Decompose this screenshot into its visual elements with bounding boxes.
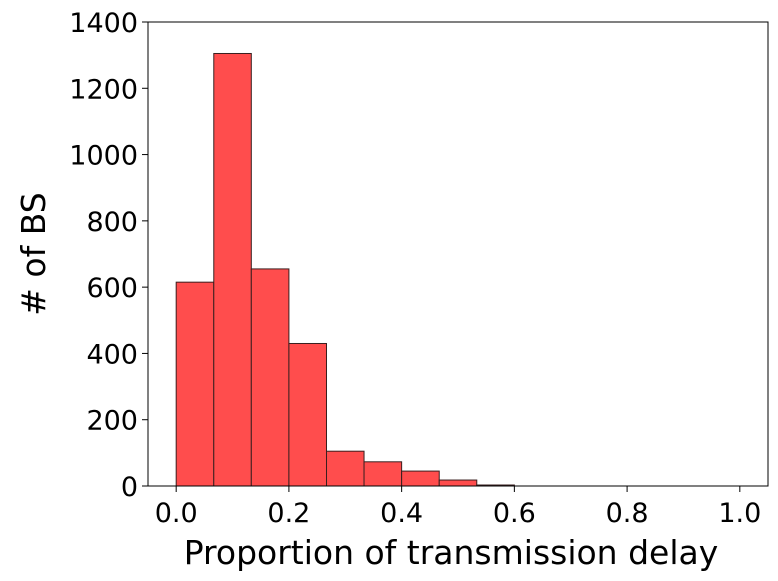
- histogram-bar-2: [250, 268, 290, 487]
- y-tick-label-4: 800: [86, 207, 138, 238]
- histogram-bar-0: [175, 281, 215, 487]
- histogram-bar-3: [288, 342, 328, 487]
- histogram-bar-5: [363, 461, 403, 487]
- histogram-bar-4: [326, 450, 365, 487]
- plot-frame: [147, 21, 769, 487]
- y-tick-label-2: 400: [86, 339, 138, 370]
- x-tick-label-5: 1.0: [718, 498, 761, 529]
- y-tick-label-5: 1000: [69, 141, 138, 172]
- y-tick-label-0: 0: [121, 472, 138, 503]
- y-axis-ticks: 0 200 400 600 800 1000 1200 1400: [69, 8, 148, 503]
- x-tick-label-0: 0.0: [155, 498, 198, 529]
- x-axis-label: Proportion of transmission delay: [184, 533, 719, 572]
- x-tick-label-3: 0.6: [493, 498, 536, 529]
- y-axis-label: # of BS: [14, 192, 53, 315]
- histogram-bar-6: [401, 470, 440, 487]
- y-tick-label-1: 200: [86, 406, 138, 437]
- x-tick-label-4: 0.8: [606, 498, 649, 529]
- y-tick-label-7: 1400: [69, 8, 138, 39]
- histogram-bars: [175, 52, 515, 487]
- histogram-bar-1: [213, 52, 252, 487]
- x-axis-ticks: 0.0 0.2 0.4 0.6 0.8 1.0: [155, 486, 761, 529]
- x-tick-label-1: 0.2: [267, 498, 310, 529]
- y-tick-label-3: 600: [86, 273, 138, 304]
- y-tick-label-6: 1200: [69, 74, 138, 105]
- x-tick-label-2: 0.4: [380, 498, 423, 529]
- histogram-bar-7: [438, 479, 478, 487]
